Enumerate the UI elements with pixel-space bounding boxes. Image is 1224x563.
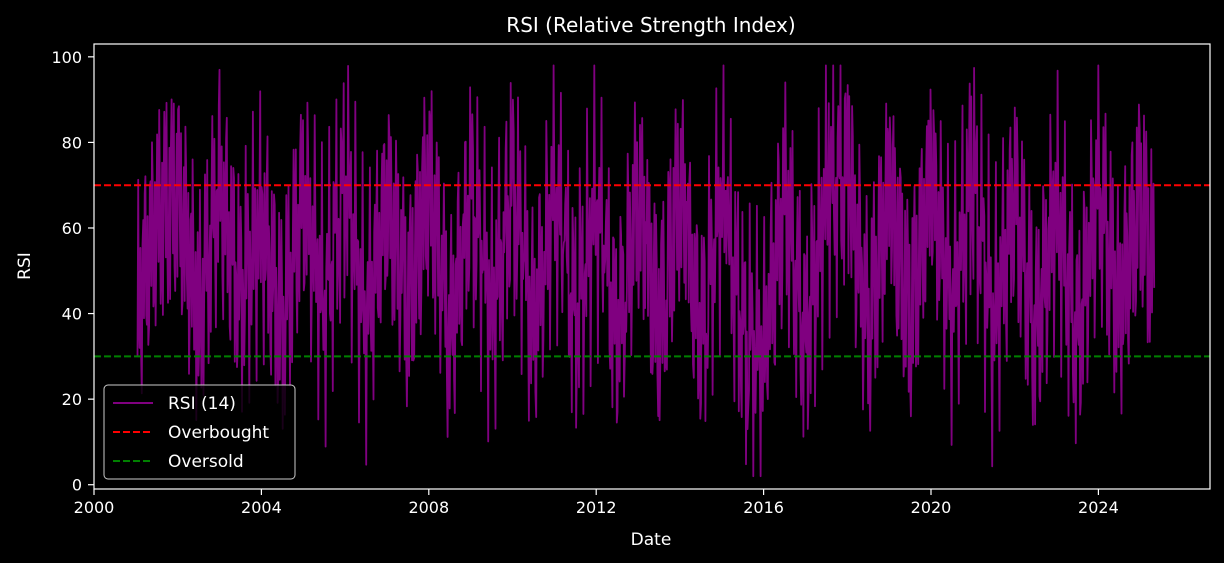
rsi-14-legend-label: RSI (14) — [168, 394, 236, 414]
chart-title: RSI (Relative Strength Index) — [506, 13, 795, 37]
y-tick-label: 0 — [72, 476, 82, 495]
series-layer — [94, 64, 1210, 478]
y-tick-label: 40 — [62, 305, 82, 324]
legend: RSI (14) Overbought Oversold — [103, 384, 296, 480]
y-tick-label: 100 — [51, 48, 82, 67]
plot-frame — [93, 43, 1211, 490]
legend-box — [103, 384, 296, 480]
overbought-legend-label: Overbought — [168, 423, 269, 443]
x-tick-label: 2024 — [1078, 498, 1119, 517]
plot-area — [93, 43, 1211, 490]
x-tick-label: 2004 — [241, 498, 282, 517]
x-axis: 2000 2004 2008 2012 2016 2020 2024 — [74, 489, 1119, 517]
x-tick-label: 2020 — [911, 498, 952, 517]
y-axis: 0 20 40 60 80 100 — [51, 48, 94, 495]
oversold-legend-label: Oversold — [168, 452, 244, 472]
y-axis-label: RSI — [15, 252, 35, 280]
x-tick-label: 2000 — [74, 498, 115, 517]
y-tick-label: 60 — [62, 219, 82, 238]
x-tick-label: 2012 — [576, 498, 617, 517]
x-axis-label: Date — [631, 530, 672, 550]
x-tick-label: 2016 — [743, 498, 784, 517]
y-tick-label: 80 — [62, 133, 82, 152]
rsi-series-line — [136, 64, 1156, 478]
x-tick-label: 2008 — [408, 498, 449, 517]
y-tick-label: 20 — [62, 390, 82, 409]
